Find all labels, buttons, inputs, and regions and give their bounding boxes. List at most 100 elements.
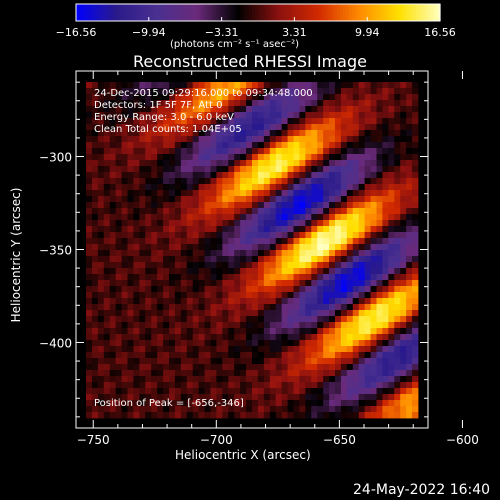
heatmap-cell	[163, 208, 170, 215]
heatmap-cell	[293, 244, 300, 251]
heatmap-cell	[169, 256, 176, 263]
heatmap-cell	[305, 196, 312, 203]
heatmap-cell	[370, 286, 377, 293]
heatmap-cell	[406, 232, 413, 239]
heatmap-cell	[394, 88, 401, 95]
heatmap-cell	[86, 340, 93, 347]
heatmap-cell	[121, 208, 128, 215]
heatmap-cell	[287, 286, 294, 293]
heatmap-cell	[299, 274, 306, 281]
heatmap-cell	[204, 214, 211, 221]
heatmap-cell	[127, 244, 134, 251]
heatmap-cell	[198, 310, 205, 317]
heatmap-cell	[287, 388, 294, 395]
heatmap-cell	[86, 100, 93, 107]
heatmap-cell	[293, 160, 300, 167]
heatmap-cell	[103, 220, 111, 227]
heatmap-cell	[157, 208, 164, 215]
heatmap-cell	[311, 376, 318, 383]
colorbar-segment	[412, 4, 417, 21]
heatmap-cell	[222, 352, 229, 359]
heatmap-cell	[317, 184, 324, 191]
heatmap-cell	[323, 268, 330, 275]
heatmap-cell	[346, 316, 354, 323]
heatmap-cell	[103, 190, 111, 197]
heatmap-cell	[370, 124, 377, 131]
heatmap-cell	[370, 412, 377, 419]
heatmap-cell	[121, 220, 128, 227]
colorbar-segment	[209, 4, 214, 21]
heatmap-cell	[340, 394, 348, 401]
heatmap-cell	[228, 334, 235, 341]
heatmap-cell	[157, 160, 164, 167]
heatmap-cell	[317, 178, 324, 185]
heatmap-cell	[163, 382, 170, 389]
heatmap-cell	[400, 340, 407, 347]
colorbar-segment	[170, 4, 174, 21]
heatmap-cell	[305, 358, 312, 365]
heatmap-cell	[216, 364, 223, 371]
heatmap-cell	[281, 412, 288, 419]
heatmap-cell	[127, 142, 134, 149]
heatmap-cell	[388, 406, 395, 413]
heatmap-cell	[127, 274, 134, 281]
colorbar-segment	[167, 4, 171, 21]
heatmap-cell	[299, 262, 306, 269]
heatmap-cell	[228, 82, 235, 89]
heatmap-cell	[287, 100, 294, 107]
heatmap-cell	[115, 334, 122, 341]
heatmap-cell	[299, 250, 306, 257]
heatmap-cell	[388, 304, 395, 311]
heatmap-cell	[186, 334, 194, 341]
heatmap-cell	[293, 274, 300, 281]
heatmap-cell	[263, 112, 271, 119]
heatmap-cell	[382, 370, 389, 377]
heatmap-cell	[163, 340, 170, 347]
heatmap-cell	[139, 172, 146, 179]
heatmap-cell	[139, 298, 146, 305]
heatmap-cell	[91, 100, 99, 107]
heatmap-cell	[180, 172, 188, 179]
heatmap-cell	[311, 172, 318, 179]
heatmap-cell	[186, 298, 194, 305]
heatmap-cell	[340, 226, 348, 233]
heatmap-cell	[257, 82, 265, 89]
heatmap-cell	[305, 406, 312, 413]
heatmap-cell	[246, 208, 253, 215]
heatmap-cell	[335, 304, 342, 311]
heatmap-cell	[222, 256, 229, 263]
heatmap-cell	[335, 244, 342, 251]
heatmap-cell	[86, 88, 93, 95]
heatmap-cell	[210, 328, 217, 335]
chart-title: Reconstructed RHESSI Image	[133, 52, 367, 71]
heatmap-cell	[133, 220, 140, 227]
heatmap-cell	[151, 184, 158, 191]
heatmap-cell	[323, 370, 330, 377]
heatmap-cell	[198, 406, 205, 413]
heatmap-cell	[174, 100, 182, 107]
heatmap-cell	[252, 340, 259, 347]
heatmap-cell	[210, 274, 217, 281]
colorbar-tick-label: 9.94	[355, 26, 380, 39]
heatmap-cell	[139, 88, 146, 95]
heatmap-cell	[157, 406, 164, 413]
heatmap-cell	[91, 322, 99, 329]
heatmap-cell	[186, 148, 194, 155]
heatmap-cell	[169, 394, 176, 401]
heatmap-cell	[406, 88, 413, 95]
heatmap-cell	[180, 400, 188, 407]
heatmap-cell	[335, 250, 342, 257]
heatmap-cell	[400, 400, 407, 407]
heatmap-cell	[174, 280, 182, 287]
heatmap-cell	[323, 394, 330, 401]
heatmap-cell	[109, 136, 117, 143]
heatmap-cell	[293, 250, 300, 257]
heatmap-cell	[157, 400, 164, 407]
heatmap-cell	[91, 184, 99, 191]
heatmap-cell	[364, 280, 371, 287]
heatmap-cell	[127, 376, 134, 383]
heatmap-cell	[269, 352, 277, 359]
heatmap-cell	[257, 412, 265, 419]
heatmap-cell	[382, 202, 389, 209]
heatmap-cell	[246, 250, 253, 257]
